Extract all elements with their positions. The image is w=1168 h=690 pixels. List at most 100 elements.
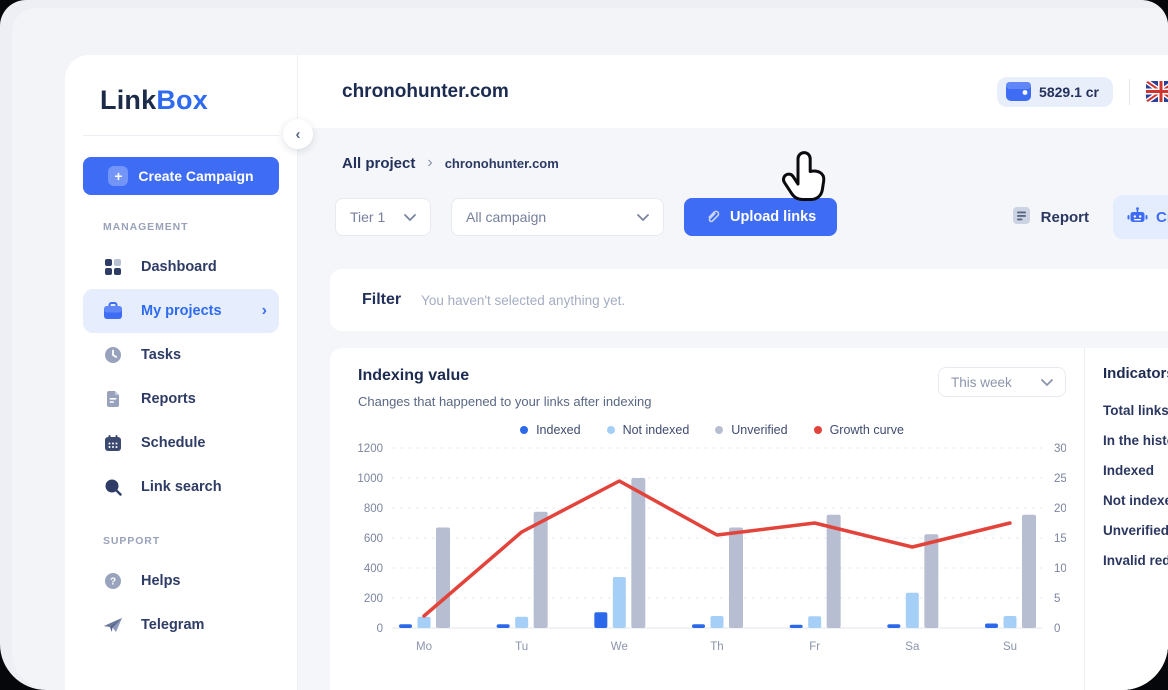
- sidebar-item-label: Helps: [141, 573, 181, 589]
- tier-select[interactable]: Tier 1: [335, 198, 431, 236]
- legend-item: Growth curve: [813, 423, 904, 437]
- report-icon: [1012, 206, 1031, 229]
- svg-text:5: 5: [1054, 593, 1060, 605]
- sidebar-item-schedule[interactable]: Schedule: [83, 421, 279, 465]
- sidebar-item-link-search[interactable]: Link search: [83, 465, 279, 509]
- chevron-down-icon: [1041, 378, 1053, 386]
- indexing-chart: 1200 30 1000 25 800 20 600 15 400 10 200 5 0 0 Mo Tu We T…: [358, 443, 1066, 653]
- sidebar-item-label: Reports: [141, 391, 196, 407]
- section-label-management: MANAGEMENT: [103, 221, 189, 233]
- indicator-row: In the history: [1103, 433, 1168, 448]
- svg-text:600: 600: [364, 533, 383, 545]
- campaign-select-value: All campaign: [466, 209, 547, 225]
- sidebar-item-reports[interactable]: Reports: [83, 377, 279, 421]
- indicator-row: Unverified: [1103, 523, 1168, 538]
- sidebar-collapse-button[interactable]: ‹: [283, 119, 313, 149]
- content-area: All project › chronohunter.com Tier 1 Al…: [298, 128, 1168, 690]
- sidebar-item-my-projects[interactable]: My projects ›: [83, 289, 279, 333]
- sidebar: LinkBox + Create Campaign MANAGEMENT Das…: [65, 55, 297, 690]
- svg-text:20: 20: [1054, 503, 1066, 515]
- upload-links-label: Upload links: [730, 209, 817, 225]
- filter-title: Filter: [362, 291, 402, 308]
- svg-text:800: 800: [364, 503, 383, 515]
- plus-icon: +: [108, 166, 129, 186]
- filter-bar[interactable]: Filter You haven't selected anything yet…: [330, 269, 1168, 331]
- credits-value: 5829.1 cr: [1039, 83, 1099, 100]
- wallet-icon: [1006, 80, 1032, 104]
- tier-select-value: Tier 1: [350, 209, 386, 225]
- svg-text:1000: 1000: [358, 473, 383, 485]
- period-select[interactable]: This week: [938, 367, 1066, 397]
- paperclip-icon: [705, 208, 720, 227]
- toolbar: Tier 1 All campaign Upload links: [335, 195, 1168, 239]
- svg-text:0: 0: [377, 623, 383, 635]
- reports-icon: [103, 389, 123, 409]
- svg-text:15: 15: [1054, 533, 1066, 545]
- sidebar-item-tasks[interactable]: Tasks: [83, 333, 279, 377]
- uk-flag-icon[interactable]: [1146, 81, 1168, 102]
- svg-text:200: 200: [364, 593, 383, 605]
- svg-text:1200: 1200: [358, 443, 383, 455]
- indicator-row: Total links: [1103, 403, 1168, 418]
- svg-text:0: 0: [1054, 623, 1060, 635]
- legend-item: Unverified: [715, 423, 788, 437]
- svg-text:We: We: [611, 641, 628, 653]
- svg-text:Su: Su: [1003, 641, 1017, 653]
- robot-icon: [1127, 206, 1148, 228]
- sidebar-item-label: Link search: [141, 479, 222, 495]
- upload-links-button[interactable]: Upload links: [684, 198, 838, 236]
- dashboard-icon: [103, 257, 123, 277]
- legend-dot-icon: [813, 426, 822, 434]
- chart-title: Indexing value: [358, 367, 470, 384]
- create-campaign-label: Create Campaign: [138, 168, 254, 184]
- sidebar-item-label: Tasks: [141, 347, 182, 363]
- divider: [83, 135, 279, 136]
- chart-card: Indexing value Changes that happened to …: [330, 348, 1168, 690]
- create-campaign-button[interactable]: + Create Campaign: [83, 157, 279, 195]
- sidebar-item-label: Dashboard: [141, 259, 217, 275]
- chevron-right-icon: ›: [427, 153, 433, 171]
- divider: [1129, 78, 1130, 105]
- legend-item: Not indexed: [606, 423, 689, 437]
- svg-text:Mo: Mo: [416, 641, 432, 653]
- chevron-right-icon: ›: [261, 302, 267, 319]
- chevron-down-icon: [637, 213, 649, 221]
- filter-empty-text: You haven't selected anything yet.: [421, 292, 626, 308]
- chevron-down-icon: [404, 213, 416, 221]
- logo-text-secondary: Box: [156, 85, 208, 115]
- indicator-row: Not indexed: [1103, 493, 1168, 508]
- sidebar-item-dashboard[interactable]: Dashboard: [83, 245, 279, 289]
- credits-badge[interactable]: 5829.1 cr: [997, 76, 1113, 107]
- indicators-title: Indicators: [1103, 365, 1168, 382]
- svg-text:Sa: Sa: [905, 641, 920, 653]
- report-label: Report: [1040, 208, 1089, 226]
- page-title: chronohunter.com: [342, 80, 509, 102]
- breadcrumb: All project › chronohunter.com: [342, 153, 1168, 172]
- crawler-button[interactable]: Crawler: [1113, 195, 1168, 239]
- report-button[interactable]: Report: [1012, 206, 1089, 229]
- link-search-icon: [103, 477, 123, 497]
- schedule-icon: [103, 433, 123, 453]
- sidebar-item-label: Telegram: [141, 617, 205, 633]
- section-label-support: SUPPORT: [103, 535, 161, 547]
- campaign-select[interactable]: All campaign: [451, 198, 664, 236]
- chart-legend: Indexed Not indexed Unverified Growth curve: [358, 423, 1066, 437]
- projects-icon: [103, 301, 123, 321]
- logo: LinkBox: [100, 85, 297, 116]
- sidebar-item-telegram[interactable]: Telegram: [83, 603, 279, 647]
- indicator-row: Indexed: [1103, 463, 1155, 478]
- legend-dot-icon: [715, 426, 724, 434]
- legend-dot-icon: [520, 426, 529, 434]
- crawler-label: Crawler: [1156, 208, 1168, 226]
- svg-text:30: 30: [1054, 443, 1066, 455]
- telegram-icon: [103, 615, 123, 635]
- svg-text:?: ?: [110, 577, 116, 588]
- breadcrumb-all-projects[interactable]: All project: [342, 155, 416, 172]
- svg-text:Th: Th: [710, 641, 723, 653]
- chart-subtitle: Changes that happened to your links afte…: [358, 394, 652, 409]
- sidebar-item-helps[interactable]: ? Helps: [83, 559, 279, 603]
- breadcrumb-current: chronohunter.com: [444, 156, 559, 171]
- sidebar-item-label: Schedule: [141, 435, 206, 451]
- tasks-icon: [103, 345, 123, 365]
